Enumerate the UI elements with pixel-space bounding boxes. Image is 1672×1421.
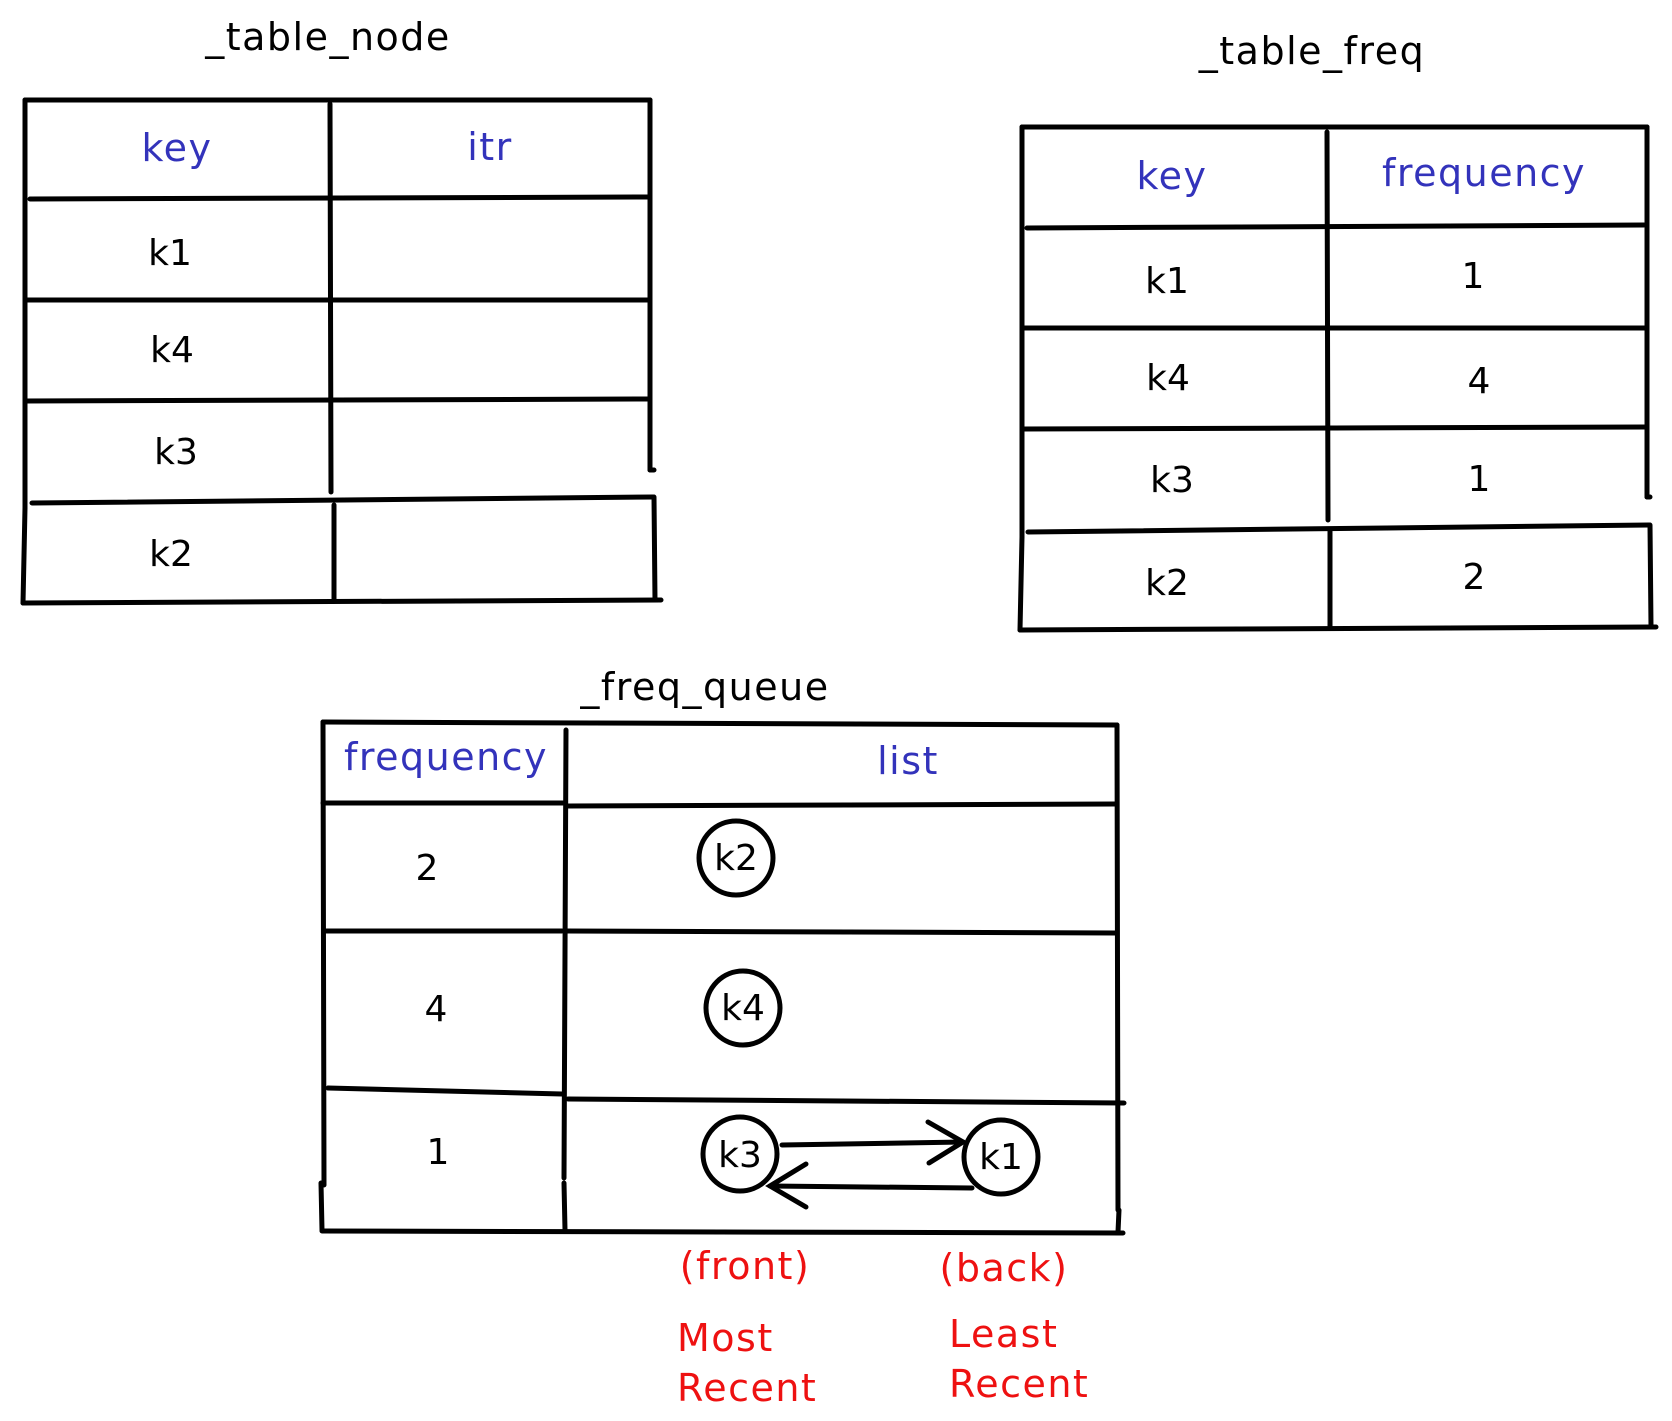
table-freq-key-cell: k1 <box>1145 261 1189 302</box>
freq-queue-grid <box>318 719 1127 1236</box>
freq-queue-header-list: list <box>877 739 939 783</box>
table-node-header-key: key <box>141 126 212 170</box>
table-node-grid <box>20 97 664 606</box>
table-freq-title: _table_freq <box>1198 29 1425 73</box>
freq-queue-group: _freq_queue frequency list 2 4 1 k2 k4 <box>318 665 1127 1236</box>
least-recent-label-line2: Recent <box>949 1362 1089 1406</box>
back-label: (back) <box>940 1246 1069 1290</box>
table-freq-value-cell: 1 <box>1462 256 1485 297</box>
table-freq-group: _table_freq key frequency k1 1 k4 4 k3 1… <box>1017 29 1659 633</box>
table-freq-value-cell: 1 <box>1468 459 1491 500</box>
freq-queue-header-frequency: frequency <box>344 735 548 779</box>
freq-queue-title: _freq_queue <box>579 665 829 709</box>
list-node-k3-circle <box>700 1114 780 1194</box>
table-node-key-cell: k4 <box>150 330 194 371</box>
table-node-group: _table_node key itr k1 k4 k3 k2 <box>20 15 664 606</box>
table-node-key-cell: k3 <box>154 432 198 473</box>
table-freq-value-cell: 4 <box>1468 361 1491 402</box>
list-node-k2-circle <box>696 818 776 898</box>
table-node-title: _table_node <box>204 15 451 59</box>
table-node-header-itr: itr <box>467 125 513 169</box>
table-freq-key-cell: k3 <box>1150 460 1194 501</box>
next-arrow <box>779 1119 968 1166</box>
most-recent-label-line1: Most <box>677 1316 774 1360</box>
freq-queue-frequency-cell: 4 <box>425 989 448 1030</box>
list-annotations: (front) (back) Most Recent Least Recent <box>677 1244 1089 1410</box>
table-node-key-cell: k1 <box>148 233 192 274</box>
most-recent-label-line2: Recent <box>677 1366 817 1410</box>
freq-queue-frequency-cell: 1 <box>427 1132 450 1173</box>
table-freq-header-key: key <box>1136 154 1207 198</box>
list-node-label: k4 <box>721 988 765 1029</box>
freq-queue-frequency-cell: 2 <box>416 848 439 889</box>
list-node-k4-circle <box>703 968 783 1048</box>
table-freq-header-frequency: frequency <box>1382 151 1586 195</box>
table-freq-value-cell: 2 <box>1463 557 1486 598</box>
table-freq-key-cell: k4 <box>1146 358 1190 399</box>
least-recent-label-line1: Least <box>949 1312 1058 1356</box>
table-node-key-cell: k2 <box>149 534 193 575</box>
prev-arrow <box>765 1161 975 1210</box>
list-node-label: k2 <box>714 838 758 879</box>
list-node-k1-circle <box>961 1117 1041 1197</box>
table-freq-grid <box>1017 124 1659 633</box>
table-freq-key-cell: k2 <box>1145 563 1189 604</box>
list-node-label: k1 <box>979 1137 1023 1178</box>
front-label: (front) <box>680 1244 811 1288</box>
list-node-label: k3 <box>718 1135 762 1176</box>
